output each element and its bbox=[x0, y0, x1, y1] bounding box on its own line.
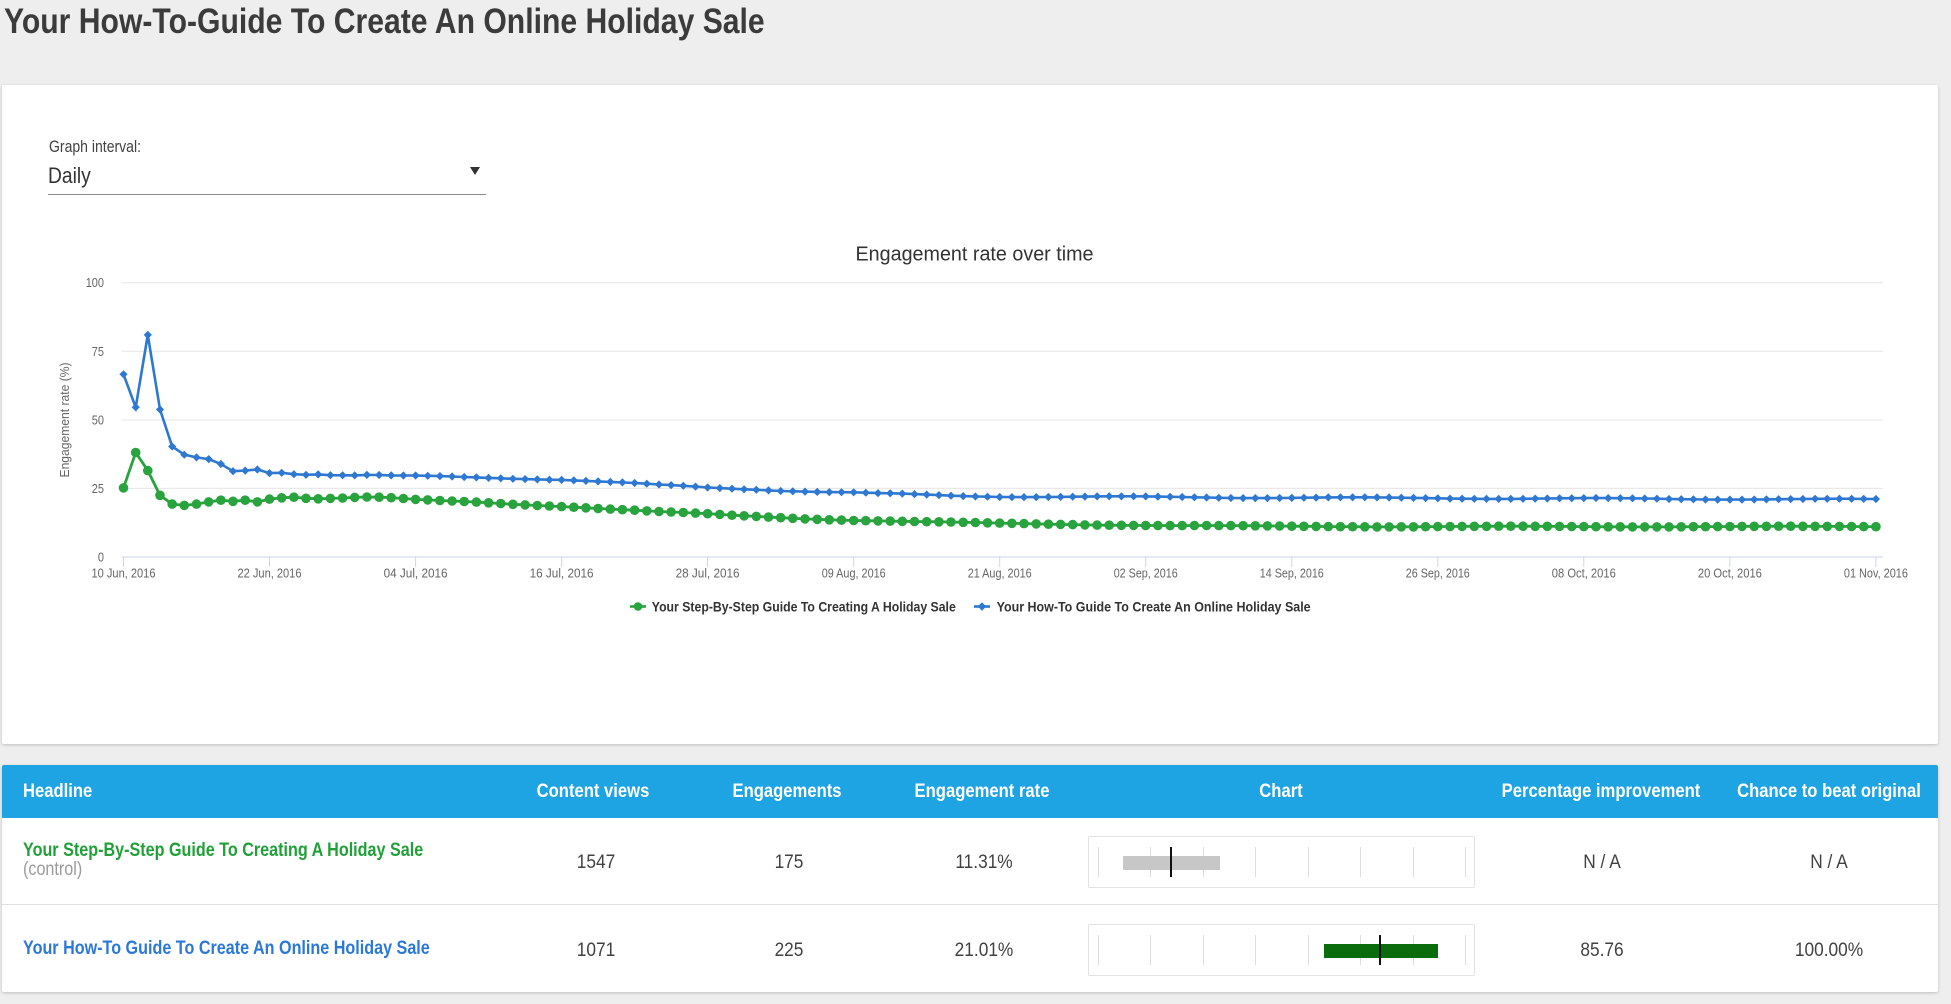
svg-text:0: 0 bbox=[98, 550, 104, 565]
svg-text:25: 25 bbox=[92, 481, 104, 496]
svg-text:26 Sep, 2016: 26 Sep, 2016 bbox=[1406, 566, 1470, 581]
svg-text:75: 75 bbox=[92, 344, 104, 359]
svg-text:50: 50 bbox=[92, 412, 104, 427]
svg-text:14 Sep, 2016: 14 Sep, 2016 bbox=[1260, 566, 1324, 581]
svg-text:Engagement rate over time: Engagement rate over time bbox=[856, 244, 1094, 266]
svg-text:Engagement rate (%): Engagement rate (%) bbox=[57, 363, 72, 478]
svg-text:28 Jul, 2016: 28 Jul, 2016 bbox=[676, 566, 740, 581]
svg-text:10 Jun, 2016: 10 Jun, 2016 bbox=[92, 566, 156, 581]
svg-text:Your Step-By-Step Guide To Cre: Your Step-By-Step Guide To Creating A Ho… bbox=[652, 598, 956, 614]
svg-text:01 Nov, 2016: 01 Nov, 2016 bbox=[1844, 566, 1908, 581]
svg-text:16 Jul, 2016: 16 Jul, 2016 bbox=[530, 566, 594, 581]
svg-text:20 Oct, 2016: 20 Oct, 2016 bbox=[1698, 566, 1762, 581]
svg-text:21 Aug, 2016: 21 Aug, 2016 bbox=[968, 566, 1032, 581]
svg-text:09 Aug, 2016: 09 Aug, 2016 bbox=[822, 566, 886, 581]
svg-text:22 Jun, 2016: 22 Jun, 2016 bbox=[238, 566, 302, 581]
svg-text:04 Jul, 2016: 04 Jul, 2016 bbox=[384, 566, 448, 581]
svg-text:08 Oct, 2016: 08 Oct, 2016 bbox=[1552, 566, 1616, 581]
svg-text:Your How-To Guide To Create An: Your How-To Guide To Create An Online Ho… bbox=[997, 598, 1311, 614]
svg-text:02 Sep, 2016: 02 Sep, 2016 bbox=[1114, 566, 1178, 581]
svg-text:100: 100 bbox=[86, 275, 104, 290]
